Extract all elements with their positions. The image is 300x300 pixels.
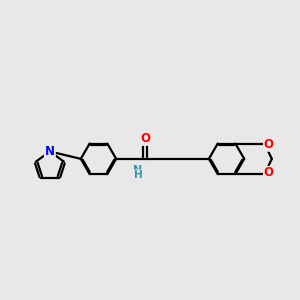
Text: O: O	[264, 167, 274, 179]
Text: N: N	[133, 165, 142, 175]
Text: N: N	[45, 145, 55, 158]
Text: O: O	[264, 138, 274, 151]
Text: H: H	[134, 170, 142, 180]
Text: O: O	[140, 132, 150, 145]
